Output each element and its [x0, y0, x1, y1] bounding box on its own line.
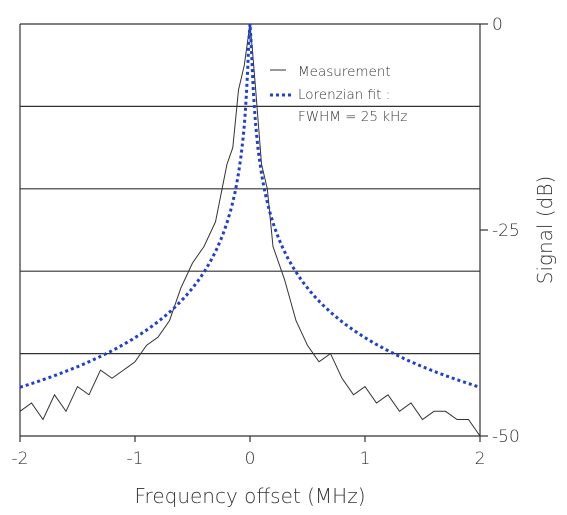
series-lorentzian-fit	[19, 23, 481, 389]
fit-line	[19, 23, 481, 389]
y-ticks: 0 -25 -50	[480, 15, 520, 447]
legend-fit-label: Lorenzian fit :	[298, 87, 390, 103]
y-tick-label: -50	[492, 427, 520, 447]
plot-frame	[19, 23, 481, 437]
y-axis-title: Signal (dB)	[533, 176, 557, 285]
x-tick-label: 2	[475, 449, 486, 469]
y-tick-label: 0	[492, 15, 503, 35]
x-ticks: -2 -1 0 1 2	[12, 436, 486, 469]
x-tick-label: -1	[127, 449, 144, 469]
x-tick-label: 0	[245, 449, 256, 469]
grid-lines	[20, 105, 480, 355]
legend-fwhm-label: FWHM = 25 kHz	[298, 109, 407, 125]
x-axis-title: Frequency offset (MHz)	[134, 484, 365, 508]
legend: Measurement Lorenzian fit : FWHM = 25 kH…	[270, 64, 407, 125]
measurement-line	[19, 23, 481, 437]
y-tick-label: -25	[492, 221, 520, 241]
series-measurement	[19, 23, 481, 437]
x-tick-label: 1	[360, 449, 371, 469]
legend-measurement-label: Measurement	[298, 64, 391, 80]
x-tick-label: -2	[12, 449, 29, 469]
